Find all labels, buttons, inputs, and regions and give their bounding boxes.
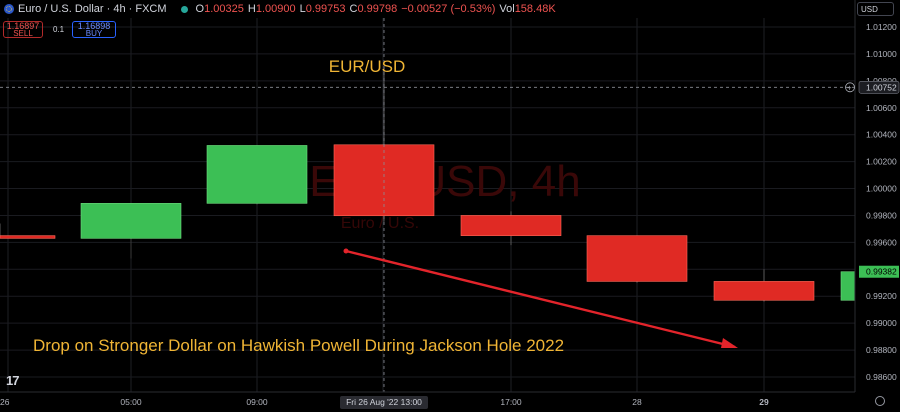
crosshair-price-label: 1.00752 — [866, 82, 897, 92]
bullish-candle — [206, 145, 308, 204]
trend-arrow-head — [721, 338, 738, 348]
crosshair-time-box — [340, 396, 428, 409]
open-value: 1.00325 — [204, 3, 244, 15]
bullish-candle — [840, 271, 856, 301]
buy-button[interactable]: 1.16898 BUY — [72, 21, 116, 38]
crosshair-price-box — [858, 81, 900, 94]
price-tick-label: 0.99000 — [866, 318, 897, 328]
price-tick-label: 0.98800 — [866, 345, 897, 355]
chart-annotation: Drop on Stronger Dollar on Hawkish Powel… — [33, 336, 564, 355]
price-tick-label: 1.00600 — [866, 103, 897, 113]
price-tick-label: 0.99800 — [866, 210, 897, 220]
symbol-title[interactable]: Euro / U.S. Dollar · 4h · FXCM — [18, 3, 167, 15]
sell-button[interactable]: 1.16897 SELL — [3, 21, 43, 38]
bullish-candle — [80, 203, 182, 239]
close-label: C — [349, 3, 358, 15]
volume-value: 158.48K — [514, 3, 556, 15]
price-tick-label: 1.00000 — [866, 184, 897, 194]
buy-label: BUY — [85, 29, 103, 38]
low-label: L — [299, 3, 306, 15]
time-tick-label: 26 — [0, 397, 10, 407]
price-tick-label: 0.98600 — [866, 372, 897, 382]
price-tick-label: 1.00200 — [866, 157, 897, 167]
time-axis: 26 05:00 09:00 17:00 28 29 Fri 26 Aug '22 13:0… — [0, 391, 855, 409]
time-tick-label: 09:00 — [246, 397, 268, 407]
low-value: 0.99753 — [305, 3, 346, 15]
candles-layer — [0, 67, 881, 303]
buy-price: 1.16898 — [77, 21, 111, 31]
chart-title: EUR/USD — [329, 57, 406, 76]
last-price-box — [859, 265, 899, 278]
chart-header: Euro / U.S. Dollar · 4h · FXCM O 1.00325 … — [0, 0, 560, 18]
plus-glyph: + — [847, 83, 852, 92]
price-tick-label: 0.99200 — [866, 291, 897, 301]
trend-arrow-start — [343, 248, 349, 254]
euro-flag-icon — [4, 4, 14, 14]
price-tick-label: 1.00800 — [866, 76, 897, 86]
volume-label: Vol — [499, 3, 515, 15]
price-tick-label: 1.01000 — [866, 49, 897, 59]
bearish-candle — [0, 235, 56, 239]
price-tick-label: 1.00400 — [866, 130, 897, 140]
price-tick-label: 0.99600 — [866, 237, 897, 247]
currency-selector[interactable]: USD — [857, 2, 894, 16]
spread-value: 0.1 — [53, 25, 65, 34]
sell-label: SELL — [13, 29, 33, 38]
change-value: −0.00527 (−0.53%) — [401, 3, 496, 15]
watermark-description: Euro / U.S. — [341, 215, 419, 232]
price-axis: 1.01200 1.01000 1.00800 1.00600 1.00400 1.002… — [845, 0, 900, 412]
price-tick-label: 1.01200 — [866, 22, 897, 32]
sell-price: 1.16897 — [6, 21, 40, 31]
open-label: O — [195, 3, 205, 15]
time-tick-label: 05:00 — [120, 397, 142, 407]
time-tick-label: 29 — [759, 397, 769, 407]
bearish-candle — [460, 215, 562, 236]
time-tick-label: 17:00 — [500, 397, 522, 407]
close-value: 0.99798 — [357, 3, 398, 15]
settings-gear-icon[interactable] — [875, 396, 885, 406]
add-alert-plus-icon[interactable] — [845, 82, 855, 93]
bearish-candle — [713, 281, 815, 301]
crosshair — [0, 18, 855, 392]
tradingview-logo-icon: 17 — [6, 373, 20, 388]
trend-arrow-line — [345, 249, 736, 349]
high-value: 1.00900 — [255, 3, 296, 15]
high-label: H — [247, 3, 256, 15]
bearish-candle — [586, 235, 688, 282]
market-open-dot-icon — [180, 5, 188, 13]
crosshair-time-label: Fri 26 Aug '22 13:00 — [346, 397, 422, 407]
last-price-label: 0.99382 — [866, 267, 897, 277]
price-axis-bg — [855, 0, 900, 412]
time-tick-label: 28 — [632, 397, 642, 407]
